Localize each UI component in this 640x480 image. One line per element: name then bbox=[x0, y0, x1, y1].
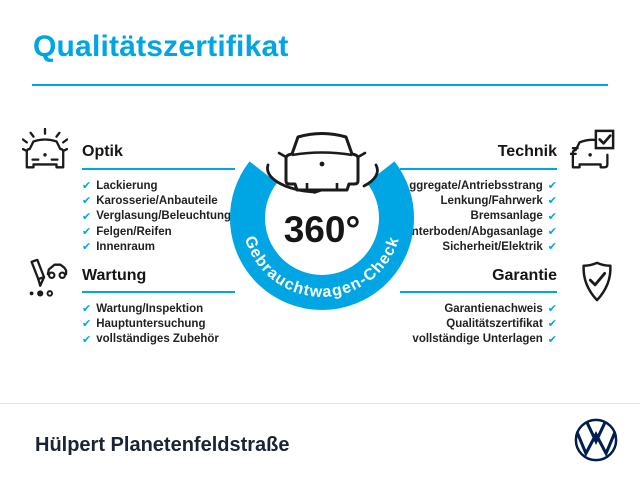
check-icon: ✔ bbox=[82, 332, 92, 346]
car-checkbox-icon bbox=[570, 129, 615, 169]
check-icon: ✔ bbox=[547, 240, 557, 254]
shield-check-icon bbox=[582, 261, 612, 302]
checklist-item: Unterboden/Abgasanlage ✔ bbox=[401, 224, 557, 239]
checklist-item: Bremsanlage ✔ bbox=[401, 209, 557, 224]
checklist-wartung: ✔ Wartung/Inspektion ✔ Hauptuntersuchung ✔… bbox=[82, 301, 219, 347]
check-icon: ✔ bbox=[547, 209, 557, 223]
checklist-item: ✔ Hauptuntersuchung bbox=[82, 316, 219, 331]
check-icon: ✔ bbox=[547, 179, 557, 193]
360-check-badge: Gebrauchtwagen-Check 360° bbox=[230, 132, 414, 310]
section-title-wartung: Wartung bbox=[82, 267, 147, 284]
checklist-item-label: Verglasung/Beleuchtung bbox=[96, 210, 232, 223]
vw-logo bbox=[574, 418, 618, 462]
check-icon: ✔ bbox=[547, 317, 557, 331]
checklist-item-label: vollständiges Zubehör bbox=[96, 333, 219, 346]
header-divider bbox=[32, 84, 608, 86]
check-icon: ✔ bbox=[82, 194, 92, 208]
checklist-item: Lenkung/Fahrwerk ✔ bbox=[401, 193, 557, 208]
checklist-item-label: Lenkung/Fahrwerk bbox=[440, 194, 543, 207]
checklist-item-label: Lackierung bbox=[96, 179, 158, 192]
checklist-item: ✔ Karosserie/Anbauteile bbox=[82, 193, 231, 208]
checklist-item: ✔ Verglasung/Beleuchtung bbox=[82, 209, 231, 224]
checklist-item-label: Aggregate/Antriebsstrang bbox=[400, 179, 543, 192]
check-icon: ✔ bbox=[547, 194, 557, 208]
checklist-item-label: Unterboden/Abgasanlage bbox=[403, 225, 543, 238]
ring-shape bbox=[230, 161, 414, 310]
checklist-item: Qualitätszertifikat ✔ bbox=[412, 316, 557, 331]
dealer-name: Hülpert Planetenfeldstraße bbox=[35, 434, 290, 456]
checklist-item-label: Wartung/Inspektion bbox=[96, 302, 204, 315]
check-icon: ✔ bbox=[547, 332, 557, 346]
checklist-item: Garantienachweis ✔ bbox=[412, 301, 557, 316]
checklist-item-label: Karosserie/Anbauteile bbox=[96, 194, 218, 207]
checklist-optik: ✔ Lackierung ✔ Karosserie/Anbauteile ✔ Verg… bbox=[82, 178, 231, 254]
check-icon: ✔ bbox=[547, 225, 557, 239]
checklist-item-label: Hauptuntersuchung bbox=[96, 317, 206, 330]
section-underline-technik bbox=[400, 168, 557, 170]
checklist-garantie: Garantienachweis ✔ Qualitätszertifikat ✔ v… bbox=[412, 301, 557, 347]
checklist-item-label: Felgen/Reifen bbox=[96, 225, 172, 238]
checklist-item: ✔ Lackierung bbox=[82, 178, 231, 193]
check-icon: ✔ bbox=[82, 240, 92, 254]
checklist-item: ✔ Felgen/Reifen bbox=[82, 224, 231, 239]
checklist-item: ✔ Innenraum bbox=[82, 239, 231, 254]
section-underline-garantie bbox=[400, 291, 557, 293]
check-icon: ✔ bbox=[82, 209, 92, 223]
check-icon: ✔ bbox=[82, 179, 92, 193]
checklist-item-label: Qualitätszertifikat bbox=[446, 317, 543, 330]
check-icon: ✔ bbox=[82, 225, 92, 239]
rotating-car-icon bbox=[266, 132, 379, 194]
checklist-item: Sicherheit/Elektrik ✔ bbox=[401, 239, 557, 254]
section-underline-optik bbox=[82, 168, 235, 170]
degree-label: 360° bbox=[284, 209, 361, 250]
section-title-garantie: Garantie bbox=[492, 267, 557, 284]
pencil-car-icon bbox=[29, 258, 68, 297]
checklist-item: ✔ vollständiges Zubehör bbox=[82, 332, 219, 347]
check-icon: ✔ bbox=[547, 302, 557, 316]
checklist-item-label: Sicherheit/Elektrik bbox=[442, 240, 543, 253]
checklist-technik: Aggregate/Antriebsstrang ✔ Lenkung/Fahrwe… bbox=[401, 178, 557, 254]
page-title: Qualitätszertifikat bbox=[33, 30, 289, 63]
checklist-item-label: Garantienachweis bbox=[444, 302, 543, 315]
section-underline-wartung bbox=[82, 291, 235, 293]
car-shine-icon bbox=[22, 128, 68, 169]
section-title-optik: Optik bbox=[82, 143, 123, 160]
check-icon: ✔ bbox=[82, 317, 92, 331]
checklist-item-label: vollständige Unterlagen bbox=[412, 333, 543, 346]
checklist-item: vollständige Unterlagen ✔ bbox=[412, 332, 557, 347]
checklist-item-label: Innenraum bbox=[96, 240, 156, 253]
footer-divider bbox=[0, 403, 640, 404]
check-icon: ✔ bbox=[82, 302, 92, 316]
section-title-technik: Technik bbox=[497, 143, 557, 160]
checklist-item: ✔ Wartung/Inspektion bbox=[82, 301, 219, 316]
checklist-item: Aggregate/Antriebsstrang ✔ bbox=[401, 178, 557, 193]
checklist-item-label: Bremsanlage bbox=[470, 210, 543, 223]
